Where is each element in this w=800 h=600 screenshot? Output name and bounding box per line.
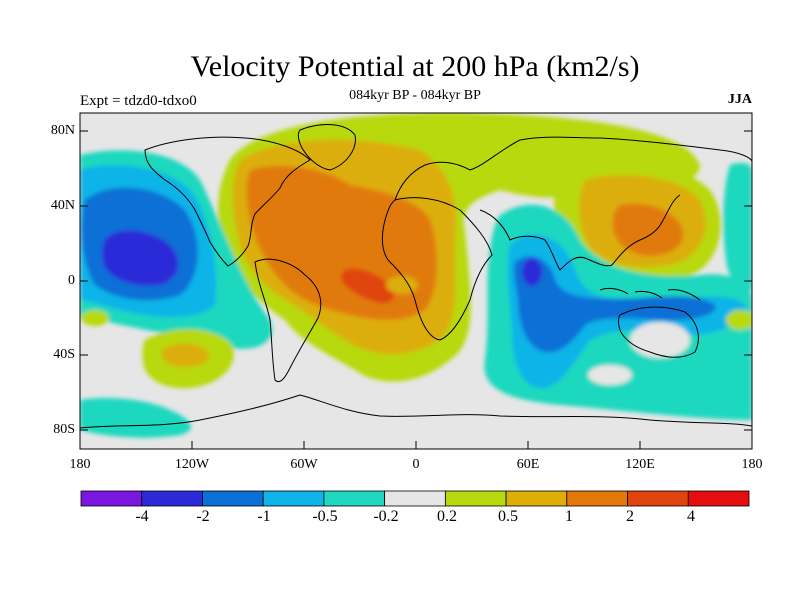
colorbar [80,490,750,507]
lon-label: 60E [516,457,540,472]
colorbar-label: 4 [687,508,695,525]
lat-label: 80N [50,123,75,138]
colorbar-swatch [202,490,264,507]
colorbar-label: 1 [565,508,573,525]
lon-label: 120W [174,457,210,472]
experiment-label: Expt = tdzd0-tdxo0 [80,93,197,109]
colorbar-swatch [687,490,750,507]
coastline-africa [381,197,493,341]
season-label: JJA [727,92,752,107]
colorbar-label: 0.2 [437,508,457,525]
lat-label: 80S [53,422,75,437]
field-region [612,203,684,256]
colorbar-swatch [80,490,143,507]
colorbar-swatch [505,490,568,507]
field-region [161,343,209,368]
colorbar-swatch [323,490,386,507]
coastline-australia [618,306,699,358]
colorbar-swatch [566,490,628,507]
lat-label: 40N [50,198,75,213]
field-region [341,268,395,304]
field-region [723,162,752,290]
field-region [102,230,179,286]
colorbar-label: -1 [257,508,271,525]
coastlines [80,124,752,429]
lon-label: 180 [741,457,763,472]
map-subtitle: 084kyr BP - 084kyr BP [349,88,481,103]
field-region [80,398,191,438]
field-region [386,276,418,294]
lon-label: 0 [412,457,420,472]
coastline-antarctica [80,394,752,429]
colorbar-label: 2 [626,508,634,525]
coastline-south-america [254,258,322,383]
coastline-europe [394,136,752,201]
lat-label: 0 [68,273,75,288]
colorbar-label: -4 [135,508,149,525]
colorbar-swatch [384,490,446,507]
colorbar-label: -0.5 [312,508,338,525]
colorbar-swatch [141,490,203,507]
axis-ticks [79,130,753,449]
page-title: Velocity Potential at 200 hPa (km2/s) [190,50,640,83]
colorbar-label: 0.5 [498,508,518,525]
contour-field [80,113,752,449]
colorbar-swatch [262,490,325,507]
lon-label: 180 [69,457,91,472]
lon-label: 60W [290,457,318,472]
field-region [513,256,716,353]
field-region [522,258,542,286]
field-region [630,322,690,358]
colorbar-swatch [444,490,507,507]
colorbar-label: -0.2 [373,508,399,525]
colorbar-label: -2 [196,508,210,525]
lat-label: 40S [53,347,75,362]
colorbar-swatch [627,490,689,507]
coastline-north-america [144,136,311,267]
coastline-south-asia [479,194,681,271]
field-region [726,310,752,330]
coastline-greenland [297,124,356,171]
coastline-islands [599,287,701,301]
field-region [588,365,632,385]
field-region [81,310,109,326]
lon-label: 120E [625,457,655,472]
